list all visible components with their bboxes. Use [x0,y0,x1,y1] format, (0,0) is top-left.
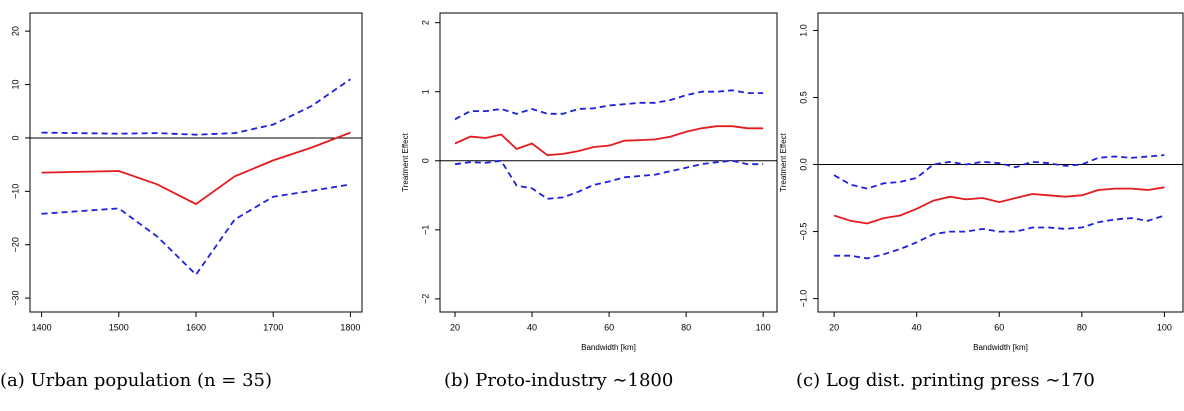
x-tick-label: 1800 [340,322,360,332]
x-tick-label: 20 [450,322,460,332]
caption: (a) Urban population (n = 35) [0,370,272,391]
x-tick-label: 40 [912,322,922,332]
x-tick-label: 1700 [263,322,283,332]
series-line [41,131,351,206]
x-tick-label: 60 [994,322,1004,332]
series-line [454,89,764,121]
y-tick-label: 10 [10,80,20,90]
x-tick-label: 60 [604,322,614,332]
x-tick-label: 80 [1077,322,1087,332]
series-line [41,78,351,136]
x-axis-label: Bandwidth [km] [581,343,636,352]
y-tick-label: −30 [10,290,20,305]
y-tick-label: 0.0 [798,158,808,171]
x-tick-label: 40 [527,322,537,332]
caption: (b) Proto-industry ∼1800 [444,370,673,391]
y-tick-label: 20 [10,26,20,36]
x-tick-label: 1400 [32,322,52,332]
caption: (c) Log dist. printing press ∼170 [796,370,1095,391]
x-tick-label: 100 [756,322,771,332]
plot-box [817,12,1184,313]
y-tick-label: 2 [420,20,430,25]
y-tick-label: 1 [420,89,430,94]
plot-box [29,12,363,313]
x-axis-label: Bandwidth [km] [973,343,1028,352]
y-tick-label: 1.0 [798,24,808,37]
series-line [454,159,764,200]
y-tick-label: −0.5 [798,223,808,241]
series-line [454,125,764,157]
series-line [41,183,351,276]
x-tick-label: 80 [681,322,691,332]
y-axis-label: Treatment Effect [401,132,410,191]
series-line [833,154,1165,190]
y-tick-label: −2 [420,294,430,304]
y-tick-label: −20 [10,237,20,252]
y-axis-label: Treatment Effect [779,132,788,191]
y-tick-label: 0 [420,158,430,163]
x-tick-label: 1600 [186,322,206,332]
plot-box [439,12,778,313]
series-line [834,214,1165,260]
x-tick-label: 1500 [109,322,129,332]
y-tick-label: −10 [10,184,20,199]
series-line [833,186,1165,225]
x-tick-label: 100 [1157,322,1172,332]
y-tick-label: 0.5 [798,91,808,104]
y-tick-label: 0 [10,135,20,140]
x-tick-label: 20 [829,322,839,332]
y-tick-label: −1 [420,225,430,235]
y-tick-label: −1.0 [798,290,808,308]
